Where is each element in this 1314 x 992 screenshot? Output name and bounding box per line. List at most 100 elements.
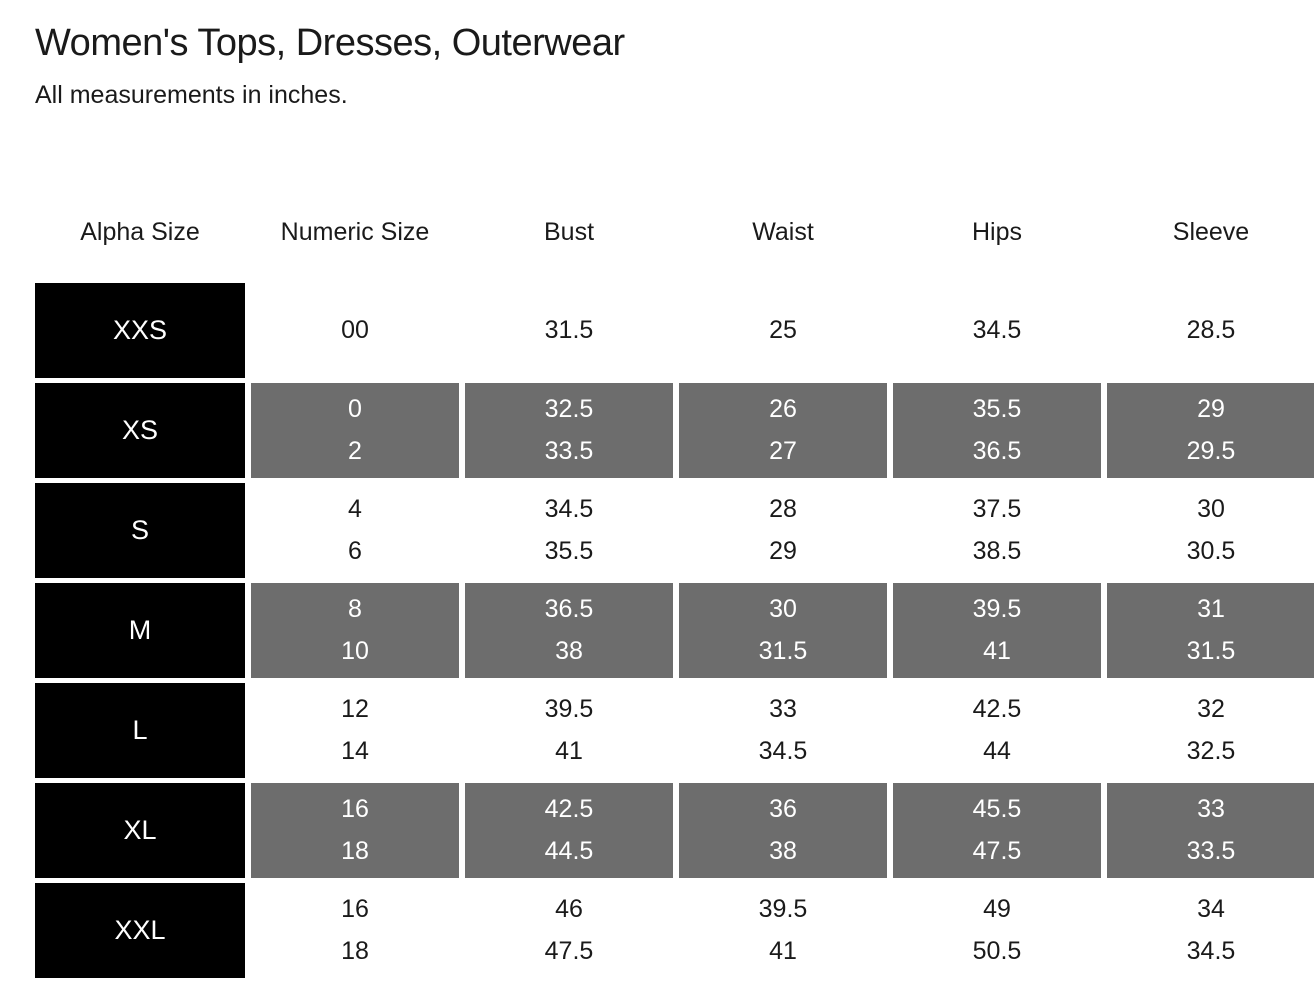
hips-value: 44 <box>983 737 1011 766</box>
waist-cell: 28 29 <box>679 483 887 578</box>
waist-value: 39.5 <box>758 895 808 924</box>
page-subtitle: All measurements in inches. <box>35 80 348 109</box>
bust-cell: 34.5 35.5 <box>465 483 673 578</box>
bust-value: 46 <box>555 895 583 924</box>
sleeve-value: 34 <box>1197 895 1225 924</box>
sleeve-value: 29 <box>1197 395 1225 424</box>
hips-cell: 49 50.5 <box>893 883 1101 978</box>
bust-cell: 39.5 41 <box>465 683 673 778</box>
column-header-bust: Bust <box>543 217 595 246</box>
bust-value: 38 <box>555 637 583 666</box>
size-table-body: XXS 00 31.5 25 34.5 28.5 XS 0 2 32.5 33.5 26 27 35.5 3… <box>35 282 1314 978</box>
alpha-size-cell: M <box>35 582 245 678</box>
waist-value: 30 <box>769 595 797 624</box>
bust-value: 42.5 <box>544 795 594 824</box>
waist-value: 33 <box>769 695 797 724</box>
alpha-size-cell: L <box>35 682 245 778</box>
column-header-alpha-size: Alpha Size <box>80 217 200 246</box>
sleeve-value: 31 <box>1197 595 1225 624</box>
column-header-numeric-size: Numeric Size <box>280 217 430 246</box>
bust-cell: 42.5 44.5 <box>465 782 673 878</box>
bust-value: 36.5 <box>544 595 594 624</box>
hips-value: 47.5 <box>972 837 1022 866</box>
bust-value: 44.5 <box>544 837 594 866</box>
sleeve-value: 33.5 <box>1186 837 1236 866</box>
waist-value: 27 <box>769 437 797 466</box>
bust-value: 32.5 <box>544 395 594 424</box>
hips-cell: 34.5 <box>893 283 1101 378</box>
hips-value: 34.5 <box>972 316 1022 345</box>
column-header-waist: Waist <box>752 217 814 246</box>
sleeve-value: 30 <box>1197 495 1225 524</box>
sleeve-cell: 31 31.5 <box>1107 582 1314 678</box>
bust-value: 34.5 <box>544 495 594 524</box>
numeric-cell: 8 10 <box>251 582 459 678</box>
hips-value: 50.5 <box>972 937 1022 966</box>
hips-cell: 39.5 41 <box>893 582 1101 678</box>
size-table: Alpha Size Numeric Size Bust Waist Hips … <box>35 217 1314 978</box>
hips-cell: 42.5 44 <box>893 683 1101 778</box>
waist-cell: 39.5 41 <box>679 883 887 978</box>
waist-value: 41 <box>769 937 797 966</box>
numeric-value: 2 <box>348 437 362 466</box>
bust-value: 35.5 <box>544 537 594 566</box>
table-row: S 4 6 34.5 35.5 28 29 37.5 38.5 30 30.5 <box>35 482 1314 578</box>
numeric-cell: 16 18 <box>251 782 459 878</box>
waist-value: 34.5 <box>758 737 808 766</box>
sleeve-cell: 34 34.5 <box>1107 883 1314 978</box>
hips-value: 37.5 <box>972 495 1022 524</box>
bust-cell: 46 47.5 <box>465 883 673 978</box>
numeric-value: 16 <box>341 795 369 824</box>
hips-value: 38.5 <box>972 537 1022 566</box>
bust-cell: 31.5 <box>465 283 673 378</box>
sleeve-cell: 32 32.5 <box>1107 683 1314 778</box>
hips-cell: 45.5 47.5 <box>893 782 1101 878</box>
sleeve-value: 32 <box>1197 695 1225 724</box>
hips-cell: 35.5 36.5 <box>893 382 1101 478</box>
bust-cell: 32.5 33.5 <box>465 382 673 478</box>
waist-cell: 25 <box>679 283 887 378</box>
bust-value: 47.5 <box>544 937 594 966</box>
numeric-value: 10 <box>341 637 369 666</box>
sleeve-value: 32.5 <box>1186 737 1236 766</box>
waist-cell: 30 31.5 <box>679 582 887 678</box>
column-header-sleeve: Sleeve <box>1172 217 1250 246</box>
waist-value: 29 <box>769 537 797 566</box>
table-row: M 8 10 36.5 38 30 31.5 39.5 41 31 31.5 <box>35 582 1314 678</box>
hips-cell: 37.5 38.5 <box>893 483 1101 578</box>
table-row: XXL 16 18 46 47.5 39.5 41 49 50.5 34 34.5 <box>35 882 1314 978</box>
alpha-size-cell: XXL <box>35 882 245 978</box>
numeric-value: 16 <box>341 895 369 924</box>
waist-cell: 36 38 <box>679 782 887 878</box>
numeric-value: 14 <box>341 737 369 766</box>
waist-cell: 26 27 <box>679 382 887 478</box>
sleeve-cell: 30 30.5 <box>1107 483 1314 578</box>
numeric-value: 18 <box>341 937 369 966</box>
alpha-size-cell: S <box>35 482 245 578</box>
hips-value: 45.5 <box>972 795 1022 824</box>
table-header-row: Alpha Size Numeric Size Bust Waist Hips … <box>35 217 1314 247</box>
column-header-hips: Hips <box>971 217 1022 246</box>
sleeve-value: 34.5 <box>1186 937 1236 966</box>
table-row: L 12 14 39.5 41 33 34.5 42.5 44 32 32.5 <box>35 682 1314 778</box>
sleeve-value: 28.5 <box>1186 316 1236 345</box>
bust-value: 31.5 <box>544 316 594 345</box>
page-title: Women's Tops, Dresses, Outerwear <box>35 22 625 64</box>
bust-value: 33.5 <box>544 437 594 466</box>
hips-value: 39.5 <box>972 595 1022 624</box>
waist-value: 26 <box>769 395 797 424</box>
hips-value: 42.5 <box>972 695 1022 724</box>
table-row: XXS 00 31.5 25 34.5 28.5 <box>35 282 1314 378</box>
waist-value: 25 <box>769 316 797 345</box>
numeric-cell: 16 18 <box>251 883 459 978</box>
alpha-size-cell: XL <box>35 782 245 878</box>
hips-value: 36.5 <box>972 437 1022 466</box>
numeric-value: 4 <box>348 495 362 524</box>
bust-cell: 36.5 38 <box>465 582 673 678</box>
waist-value: 36 <box>769 795 797 824</box>
hips-value: 35.5 <box>972 395 1022 424</box>
sleeve-cell: 29 29.5 <box>1107 382 1314 478</box>
